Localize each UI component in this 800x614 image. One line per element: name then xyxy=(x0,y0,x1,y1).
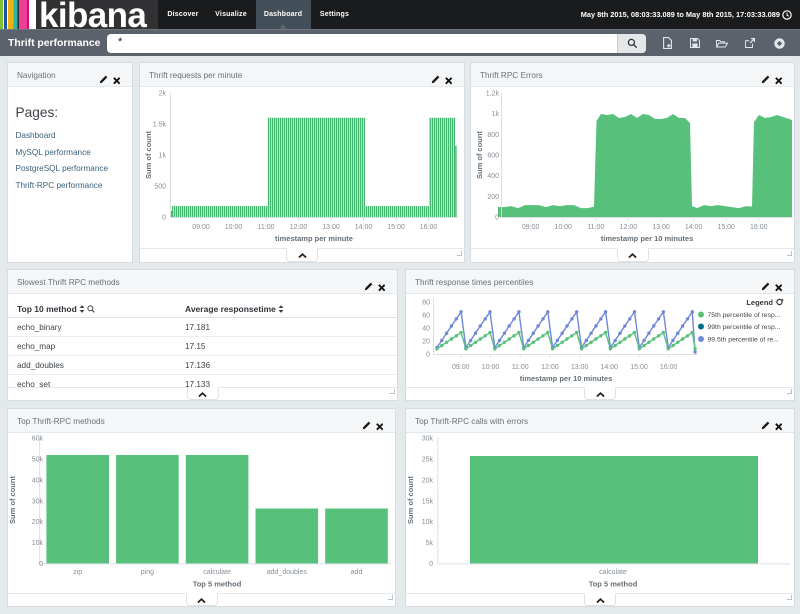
svg-text:Sum of count: Sum of count xyxy=(8,476,17,524)
svg-text:14:00: 14:00 xyxy=(685,224,703,231)
svg-text:09:00: 09:00 xyxy=(522,224,540,231)
svg-text:600: 600 xyxy=(487,153,499,160)
svg-text:13:00: 13:00 xyxy=(571,364,589,371)
svg-text:60: 60 xyxy=(422,313,430,320)
svg-text:11:00: 11:00 xyxy=(512,364,529,371)
svg-text:800: 800 xyxy=(487,132,499,139)
svg-text:10k: 10k xyxy=(32,540,44,547)
svg-text:11:00: 11:00 xyxy=(258,224,275,231)
svg-text:20: 20 xyxy=(422,339,430,346)
svg-text:0: 0 xyxy=(162,215,166,222)
svg-text:calculate: calculate xyxy=(599,569,627,576)
svg-text:16:00: 16:00 xyxy=(660,364,678,371)
svg-text:0: 0 xyxy=(429,561,433,568)
svg-text:20k: 20k xyxy=(32,519,44,526)
svg-text:calculate: calculate xyxy=(203,569,231,576)
svg-text:timestamp per minute: timestamp per minute xyxy=(275,234,353,243)
svg-text:25k: 25k xyxy=(422,456,434,463)
svg-text:1k: 1k xyxy=(159,153,167,160)
svg-text:Sum of count: Sum of count xyxy=(144,131,153,179)
svg-text:ping: ping xyxy=(141,569,154,576)
svg-text:75th percentile of resp...: 75th percentile of resp... xyxy=(708,312,781,319)
svg-text:Top 5 method: Top 5 method xyxy=(589,580,638,589)
svg-text:12:00: 12:00 xyxy=(290,224,308,231)
svg-text:09:00: 09:00 xyxy=(192,224,210,231)
svg-text:10:00: 10:00 xyxy=(554,224,572,231)
svg-text:add: add xyxy=(351,569,363,576)
svg-text:30k: 30k xyxy=(422,436,434,443)
svg-text:13:00: 13:00 xyxy=(322,224,340,231)
svg-text:40k: 40k xyxy=(32,477,44,484)
svg-text:1k: 1k xyxy=(492,111,500,118)
svg-text:Sum of count: Sum of count xyxy=(406,476,415,524)
svg-text:400: 400 xyxy=(487,173,499,180)
svg-text:2k: 2k xyxy=(159,91,167,98)
svg-text:timestamp per 10 minutes: timestamp per 10 minutes xyxy=(520,374,613,383)
svg-text:80: 80 xyxy=(422,300,430,307)
svg-text:60k: 60k xyxy=(32,436,44,443)
svg-text:12:00: 12:00 xyxy=(541,364,559,371)
svg-text:99.5th percentile of re...: 99.5th percentile of re... xyxy=(708,337,780,344)
svg-text:14:00: 14:00 xyxy=(601,364,619,371)
svg-text:Legend: Legend xyxy=(746,298,773,307)
svg-text:50k: 50k xyxy=(32,456,44,463)
svg-text:10:00: 10:00 xyxy=(482,364,500,371)
svg-text:1.2k: 1.2k xyxy=(486,91,500,98)
svg-text:16:00: 16:00 xyxy=(750,224,768,231)
svg-text:15:00: 15:00 xyxy=(630,364,648,371)
svg-text:14:00: 14:00 xyxy=(355,224,373,231)
svg-text:10:00: 10:00 xyxy=(225,224,243,231)
svg-text:99th percentile of resp...: 99th percentile of resp... xyxy=(708,324,781,331)
svg-text:0: 0 xyxy=(495,215,499,222)
svg-text:11:00: 11:00 xyxy=(587,224,604,231)
svg-text:1.5k: 1.5k xyxy=(153,122,167,129)
svg-text:zip: zip xyxy=(73,569,82,576)
svg-text:15:00: 15:00 xyxy=(387,224,405,231)
svg-text:16:00: 16:00 xyxy=(420,224,438,231)
svg-text:15k: 15k xyxy=(422,498,434,505)
svg-text:timestamp per 10 minutes: timestamp per 10 minutes xyxy=(601,234,694,243)
svg-text:5k: 5k xyxy=(426,540,434,547)
svg-text:Top 5 method: Top 5 method xyxy=(193,580,242,589)
svg-text:20k: 20k xyxy=(422,477,434,484)
svg-text:200: 200 xyxy=(487,194,499,201)
svg-text:13:00: 13:00 xyxy=(652,224,670,231)
svg-text:0: 0 xyxy=(426,352,430,359)
svg-text:500: 500 xyxy=(154,184,166,191)
svg-text:0: 0 xyxy=(39,561,43,568)
svg-text:30k: 30k xyxy=(32,498,44,505)
svg-text:add_doubles: add_doubles xyxy=(267,569,308,576)
svg-text:15:00: 15:00 xyxy=(717,224,735,231)
svg-text:12:00: 12:00 xyxy=(620,224,638,231)
svg-text:10k: 10k xyxy=(422,519,434,526)
svg-text:Sum of count: Sum of count xyxy=(475,131,484,179)
svg-text:09:00: 09:00 xyxy=(452,364,470,371)
svg-text:40: 40 xyxy=(422,326,430,333)
